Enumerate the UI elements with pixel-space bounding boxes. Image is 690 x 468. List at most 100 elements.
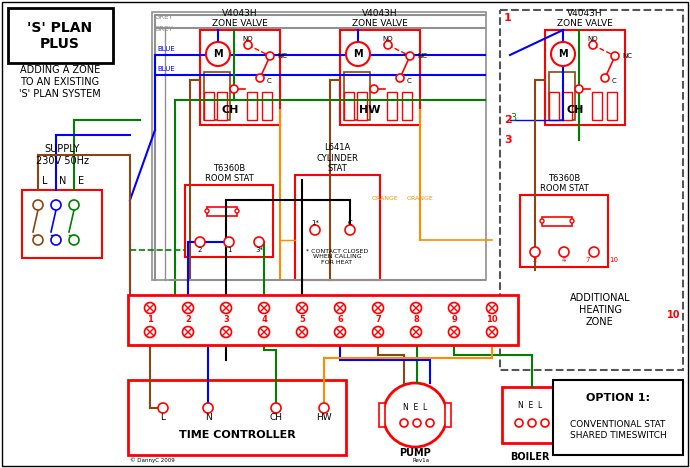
Text: T6360B
ROOM STAT: T6360B ROOM STAT [205,164,253,183]
Circle shape [297,302,308,314]
Bar [204,92,214,120]
Text: PUMP: PUMP [399,448,431,458]
Circle shape [486,327,497,337]
Circle shape [541,419,549,427]
Circle shape [346,42,370,66]
Circle shape [182,302,193,314]
Text: HW: HW [359,105,381,115]
Circle shape [224,237,234,247]
Text: ADDING A ZONE
TO AN EXISTING
'S' PLAN SYSTEM: ADDING A ZONE TO AN EXISTING 'S' PLAN SY… [19,66,101,99]
Circle shape [144,327,155,337]
Bar [344,72,370,120]
Circle shape [486,302,497,314]
Bar [357,92,367,120]
Text: 9: 9 [451,315,457,324]
Circle shape [589,247,599,257]
Text: 2: 2 [198,247,202,253]
Bar [217,92,227,120]
Text: 10: 10 [609,257,618,263]
Bar [128,380,346,455]
Circle shape [335,302,346,314]
Text: 2: 2 [185,315,191,324]
Circle shape [400,419,408,427]
Text: 'S' PLAN
PLUS: 'S' PLAN PLUS [28,21,92,51]
Circle shape [335,327,346,337]
Text: V4043H
ZONE VALVE: V4043H ZONE VALVE [352,8,408,28]
Text: ORANGE: ORANGE [406,196,433,201]
Bar [549,72,575,120]
Text: ADDITIONAL
HEATING
ZONE: ADDITIONAL HEATING ZONE [570,293,630,327]
Bar [402,92,412,120]
Circle shape [221,302,232,314]
Bar [344,92,354,120]
Text: T6360B
ROOM STAT: T6360B ROOM STAT [540,174,589,193]
Bar [340,30,420,125]
Text: M: M [213,49,223,59]
Text: 1: 1 [504,13,512,23]
Circle shape [530,247,540,257]
Text: 10: 10 [486,315,497,324]
Circle shape [345,225,355,235]
Circle shape [244,41,252,49]
Bar [22,190,102,258]
Text: 7: 7 [586,257,590,263]
Circle shape [411,327,422,337]
Bar [549,92,559,120]
Circle shape [611,52,619,60]
Text: 2: 2 [504,115,512,125]
Bar [500,10,683,370]
Text: NC: NC [622,53,632,59]
Circle shape [373,327,384,337]
Circle shape [221,327,232,337]
Text: 7: 7 [375,315,381,324]
Text: NC: NC [277,53,287,59]
Circle shape [195,237,205,247]
Text: C: C [612,78,617,84]
Text: L641A
CYLINDER
STAT: L641A CYLINDER STAT [316,143,358,173]
Circle shape [271,403,281,413]
Circle shape [601,74,609,82]
Circle shape [206,42,230,66]
Text: BLUE: BLUE [157,46,175,52]
Text: 3: 3 [504,135,511,145]
Circle shape [158,403,168,413]
Bar [152,12,486,280]
Circle shape [559,247,569,257]
Circle shape [51,235,61,245]
Text: N  E  L: N E L [518,401,542,410]
Text: NO: NO [383,36,393,42]
Circle shape [383,383,447,447]
Circle shape [384,41,392,49]
Text: 1: 1 [147,315,153,324]
Text: CONVENTIONAL STAT
SHARED TIMESWITCH: CONVENTIONAL STAT SHARED TIMESWITCH [570,420,667,440]
Text: 6: 6 [337,315,343,324]
Bar [185,185,273,257]
Bar [247,92,257,120]
Circle shape [551,42,575,66]
Circle shape [540,219,544,223]
Text: 3*: 3* [255,247,263,253]
Circle shape [570,219,574,223]
Circle shape [203,403,213,413]
Circle shape [69,235,79,245]
Circle shape [144,302,155,314]
Text: GREY: GREY [155,14,174,20]
Circle shape [310,225,320,235]
Text: TIME CONTROLLER: TIME CONTROLLER [179,430,295,440]
Text: V4043H
ZONE VALVE: V4043H ZONE VALVE [557,8,613,28]
Text: NO: NO [588,36,598,42]
Bar [204,72,230,120]
Circle shape [297,327,308,337]
Circle shape [33,200,43,210]
Text: Rev1a: Rev1a [413,458,430,463]
Bar [545,30,625,125]
Bar [445,403,451,427]
Circle shape [575,85,583,93]
Circle shape [256,74,264,82]
Circle shape [396,74,404,82]
Bar [542,217,572,226]
Text: CH: CH [270,414,282,423]
Circle shape [319,403,329,413]
Circle shape [406,52,414,60]
Bar [128,295,518,345]
